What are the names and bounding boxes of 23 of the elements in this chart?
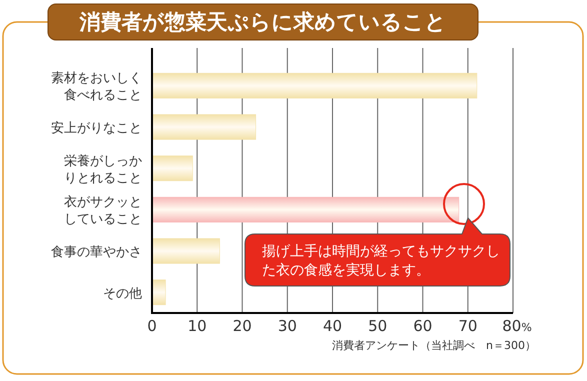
- bar: [152, 238, 220, 264]
- chart-title: 消費者が惣菜天ぷらに求めていること: [78, 10, 446, 34]
- text: 消費者アンケート（当社調べ n＝300）: [332, 339, 536, 352]
- x-tick-label: 20: [232, 317, 252, 335]
- x-tick-label: 50: [368, 317, 388, 335]
- bar: [152, 114, 256, 140]
- y-tick-label: 食事の華やかさ: [51, 245, 142, 260]
- x-tick-label: 80%: [502, 317, 532, 335]
- x-tick-label: 0: [147, 317, 157, 335]
- bar: [152, 72, 478, 98]
- x-tick-label: 70: [458, 317, 478, 335]
- bar: [152, 156, 193, 182]
- x-tick-label: 60: [413, 317, 432, 335]
- x-tick-label: 40: [322, 317, 342, 335]
- bar: [152, 280, 166, 306]
- annotation: 揚げ上手は時間が経ってもサクサクした衣の食感を実現します。: [262, 244, 500, 278]
- y-tick-label: 素材をおいしく食べれること: [51, 71, 142, 104]
- y-tick-label: 栄養がしっかりとれること: [64, 154, 142, 186]
- y-tick-label: その他: [103, 286, 142, 302]
- x-tick-label: 30: [278, 317, 297, 335]
- x-tick-label: 10: [188, 317, 207, 335]
- y-tick-label: 安上がりなこと: [51, 120, 142, 136]
- y-tick-label: 衣がサクッとしていること: [64, 195, 142, 228]
